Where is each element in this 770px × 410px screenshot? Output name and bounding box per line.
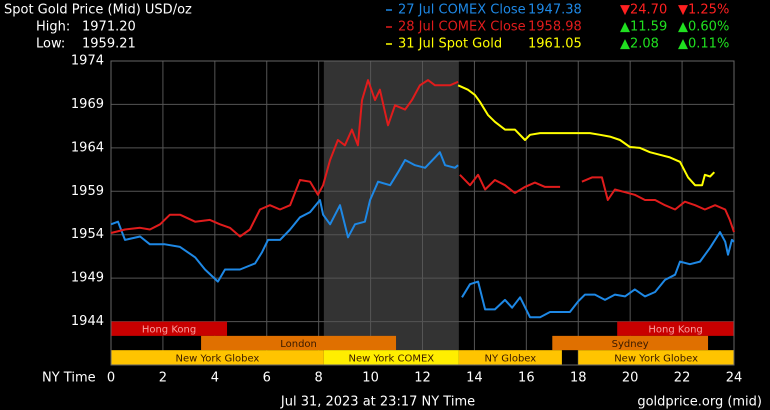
session-label: Sydney	[612, 339, 649, 350]
x-tick-label: 24	[726, 371, 743, 386]
x-axis-label: NY Time	[42, 371, 96, 386]
legend-close: 1958.98	[528, 20, 582, 35]
x-tick-label: 10	[362, 371, 379, 386]
y-tick-label: 1944	[71, 314, 104, 329]
series-line	[110, 79, 735, 238]
low-label: Low:	[36, 37, 65, 52]
x-tick-label: 8	[315, 371, 323, 386]
series-line	[110, 151, 735, 319]
session-bar	[323, 350, 459, 365]
session-label: Hong Kong	[648, 325, 702, 336]
legend-label: 27 Jul COMEX Close	[398, 3, 526, 18]
session-label: New York Globex	[614, 353, 698, 364]
legend-change: ▼24.70	[620, 3, 667, 18]
session-bar	[111, 350, 324, 365]
x-tick-label: 12	[414, 371, 431, 386]
x-tick-label: 6	[263, 371, 271, 386]
source: goldprice.org (mid)	[637, 395, 762, 410]
chart-title: Spot Gold Price (Mid) USD/oz	[4, 3, 192, 18]
legend-label: 31 Jul Spot Gold	[398, 37, 502, 52]
session-label: London	[280, 339, 317, 350]
session-bar	[458, 350, 562, 365]
session-label: New York COMEX	[349, 353, 435, 364]
x-tick-label: 18	[570, 371, 587, 386]
x-tick-label: 14	[466, 371, 483, 386]
session-bar	[617, 321, 734, 336]
session-bar	[578, 350, 734, 365]
y-tick-label: 1969	[71, 97, 104, 112]
session-label: New York Globex	[175, 353, 259, 364]
legend-close: 1947.38	[528, 3, 582, 18]
session-bar	[201, 335, 397, 351]
x-tick-label: 0	[107, 371, 115, 386]
y-tick-label: 1949	[71, 271, 104, 286]
legend-change-pct: ▲0.60%	[678, 20, 729, 35]
high-value: 1971.20	[82, 20, 136, 35]
y-tick-label: 1959	[71, 184, 104, 199]
session-shade	[323, 61, 459, 365]
plot-border	[110, 60, 735, 366]
session-label: NY Globex	[485, 353, 537, 364]
legend-change-pct: ▼1.25%	[678, 3, 729, 18]
low-value: 1959.21	[82, 37, 136, 52]
legend-label: 28 Jul COMEX Close	[398, 20, 526, 35]
session-label: Hong Kong	[142, 325, 196, 336]
footer: Jul 31, 2023 at 23:17 NY Time	[280, 395, 475, 410]
legend-change-pct: ▲0.11%	[678, 37, 729, 52]
x-tick-label: 4	[211, 371, 219, 386]
series-line	[457, 84, 716, 187]
x-tick-label: 16	[518, 371, 535, 386]
legend-close: 1961.05	[528, 37, 582, 52]
x-tick-label: 22	[674, 371, 691, 386]
y-tick-label: 1974	[71, 54, 104, 69]
legend-change: ▲2.08	[620, 37, 659, 52]
y-tick-label: 1964	[71, 140, 104, 155]
high-label: High:	[36, 20, 70, 35]
x-tick-label: 20	[622, 371, 639, 386]
session-bar	[111, 321, 228, 336]
session-bar	[552, 335, 709, 351]
y-tick-label: 1954	[71, 227, 104, 242]
x-tick-label: 2	[159, 371, 167, 386]
legend-change: ▲11.59	[620, 20, 667, 35]
